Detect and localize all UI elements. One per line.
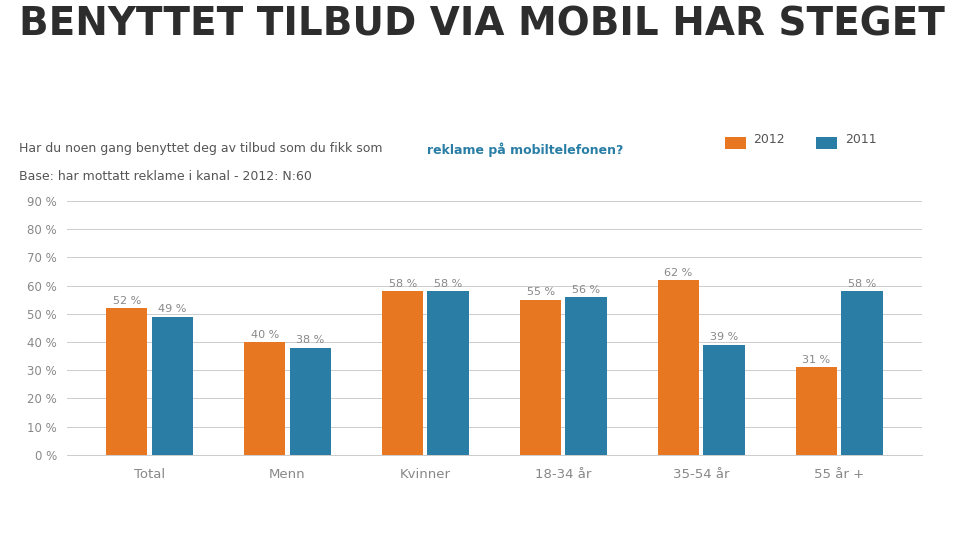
Text: Base: har mottatt reklame i kanal - 2012: N:60: Base: har mottatt reklame i kanal - 2012… (19, 170, 312, 183)
Text: reklame på mobiltelefonen?: reklame på mobiltelefonen? (427, 142, 624, 157)
Text: Det er andelen menn og den midterste aldersgruppen som stiger, mens andelen i de: Det er andelen menn og den midterste ald… (24, 530, 780, 543)
Text: 2011: 2011 (845, 133, 876, 146)
Bar (427, 291, 468, 455)
Bar (244, 342, 285, 455)
Text: 52 %: 52 % (112, 296, 141, 306)
Bar (152, 316, 193, 455)
Bar (520, 300, 562, 455)
Bar (658, 280, 699, 455)
Text: 62 %: 62 % (664, 268, 693, 278)
Bar (565, 297, 607, 455)
Text: I totalbefolkningen ser vi en oppgang i andelen som benytter seg av tilbud de fi: I totalbefolkningen ser vi en oppgang i … (24, 496, 798, 508)
Bar (382, 291, 423, 455)
Text: 31 %: 31 % (803, 355, 830, 365)
Text: 49 %: 49 % (158, 304, 186, 314)
Text: Har du noen gang benyttet deg av tilbud som du fikk som: Har du noen gang benyttet deg av tilbud … (19, 142, 387, 155)
Text: 56 %: 56 % (572, 285, 600, 295)
Bar (290, 348, 331, 455)
Text: BENYTTET TILBUD VIA MOBIL HAR STEGET: BENYTTET TILBUD VIA MOBIL HAR STEGET (19, 6, 945, 44)
Bar (841, 291, 883, 455)
Bar (796, 367, 837, 455)
Text: 38 %: 38 % (296, 335, 324, 345)
Text: 58 %: 58 % (848, 279, 876, 289)
Bar (106, 308, 148, 455)
Text: 39 %: 39 % (710, 333, 738, 343)
Text: 2012: 2012 (754, 133, 785, 146)
Bar (704, 345, 745, 455)
Text: 40 %: 40 % (251, 330, 278, 340)
Text: 58 %: 58 % (389, 279, 417, 289)
Text: 55 %: 55 % (526, 287, 555, 297)
Text: 58 %: 58 % (434, 279, 463, 289)
